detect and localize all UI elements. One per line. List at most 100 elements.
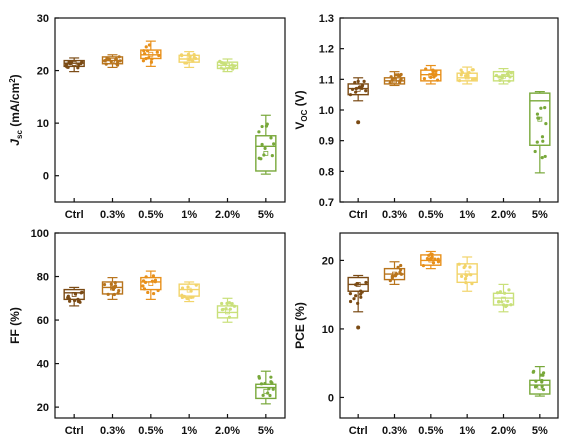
y-axis-label-main: PCE (%) xyxy=(293,302,307,349)
box-2.0% xyxy=(216,297,239,323)
data-point xyxy=(434,69,438,73)
mean-marker xyxy=(501,296,506,302)
data-point xyxy=(180,293,184,297)
data-point xyxy=(463,277,468,281)
data-point xyxy=(144,45,148,49)
x-tick-label: 2.0% xyxy=(215,425,240,434)
y-axis-label: VOC (V) xyxy=(293,90,309,129)
box-Ctrl xyxy=(347,274,369,330)
data-point xyxy=(364,89,368,93)
data-point xyxy=(269,380,273,384)
y-tick-label: 0.8 xyxy=(319,166,334,178)
data-point xyxy=(507,79,511,83)
data-point xyxy=(157,53,161,58)
data-point xyxy=(457,78,462,83)
data-point xyxy=(396,265,400,269)
data-point xyxy=(191,295,195,299)
data-point xyxy=(352,297,356,301)
y-tick-label: 40 xyxy=(37,359,49,371)
data-point xyxy=(183,61,187,65)
data-point xyxy=(543,154,547,159)
data-point xyxy=(257,130,261,134)
y-tick-label: 30 xyxy=(37,13,49,25)
data-point xyxy=(541,139,545,143)
box-5% xyxy=(529,366,551,397)
data-point xyxy=(143,280,148,284)
y-axis-label-unit: (V) xyxy=(293,90,307,109)
mean-marker xyxy=(186,56,192,62)
data-point xyxy=(495,291,500,295)
data-point xyxy=(508,75,512,79)
mean-marker xyxy=(501,73,506,79)
y-tick-label: 100 xyxy=(31,228,49,240)
x-tick-label: 5% xyxy=(532,425,548,434)
data-point xyxy=(428,257,433,262)
data-point xyxy=(436,257,440,261)
data-point xyxy=(151,274,156,278)
x-tick-label: 2.0% xyxy=(491,425,516,434)
data-point xyxy=(144,275,148,279)
data-point xyxy=(272,142,276,146)
data-point xyxy=(66,65,70,69)
data-point xyxy=(421,264,426,268)
data-point xyxy=(390,276,394,280)
data-point xyxy=(469,273,473,277)
jsc-panel: 0 10 20 30 Ctrl 0.3% 0.5% 1% 2.0% 5% Jsc (mA/cm2) xyxy=(8,13,286,221)
data-point xyxy=(434,72,438,77)
data-point xyxy=(270,154,274,158)
data-point xyxy=(430,252,434,257)
data-point xyxy=(104,62,108,66)
x-tick-label: 0.3% xyxy=(100,425,125,434)
data-point xyxy=(263,381,267,386)
data-point xyxy=(362,79,366,84)
data-point xyxy=(231,66,235,70)
data-point xyxy=(497,75,501,79)
y-tick-label: 60 xyxy=(37,315,49,327)
data-point xyxy=(540,156,544,160)
data-point xyxy=(221,307,225,312)
y-tick-label: 1.3 xyxy=(319,13,334,25)
data-point xyxy=(142,49,146,53)
mean-marker xyxy=(464,74,470,80)
data-point xyxy=(466,75,470,79)
data-point xyxy=(356,301,360,305)
outlier-point xyxy=(356,120,361,125)
x-tick-label: 1% xyxy=(459,425,475,434)
data-point xyxy=(260,124,264,129)
data-point xyxy=(507,288,511,292)
mean-marker xyxy=(537,116,543,122)
mean-marker xyxy=(428,257,434,263)
box-5% xyxy=(529,90,551,174)
data-point xyxy=(435,78,440,82)
box-0.5% xyxy=(420,64,442,85)
data-point xyxy=(350,87,355,92)
y-tick-label: 0.7 xyxy=(319,197,334,209)
data-point xyxy=(348,299,353,304)
x-tick-label: Ctrl xyxy=(349,209,368,221)
data-point xyxy=(501,303,506,307)
data-point xyxy=(269,375,273,379)
data-point xyxy=(422,77,427,81)
data-point xyxy=(389,75,393,79)
data-point xyxy=(155,50,159,54)
box-1% xyxy=(456,256,478,292)
data-point xyxy=(67,297,71,301)
box-1% xyxy=(456,66,478,85)
data-point xyxy=(424,67,428,71)
data-point xyxy=(348,292,353,296)
y-tick-label: 1.1 xyxy=(319,74,334,86)
data-point xyxy=(180,286,185,290)
mean-marker xyxy=(110,285,115,291)
data-point xyxy=(268,393,272,398)
data-point xyxy=(354,294,358,298)
x-tick-label: 2.0% xyxy=(215,209,240,221)
x-tick-label: 0.5% xyxy=(418,425,443,434)
data-point xyxy=(356,282,360,286)
data-point xyxy=(360,83,365,88)
data-point xyxy=(539,106,543,110)
data-point xyxy=(112,292,116,297)
data-point xyxy=(356,79,360,83)
box-0.3% xyxy=(101,277,124,300)
data-point xyxy=(147,43,152,47)
box-body xyxy=(347,83,369,96)
